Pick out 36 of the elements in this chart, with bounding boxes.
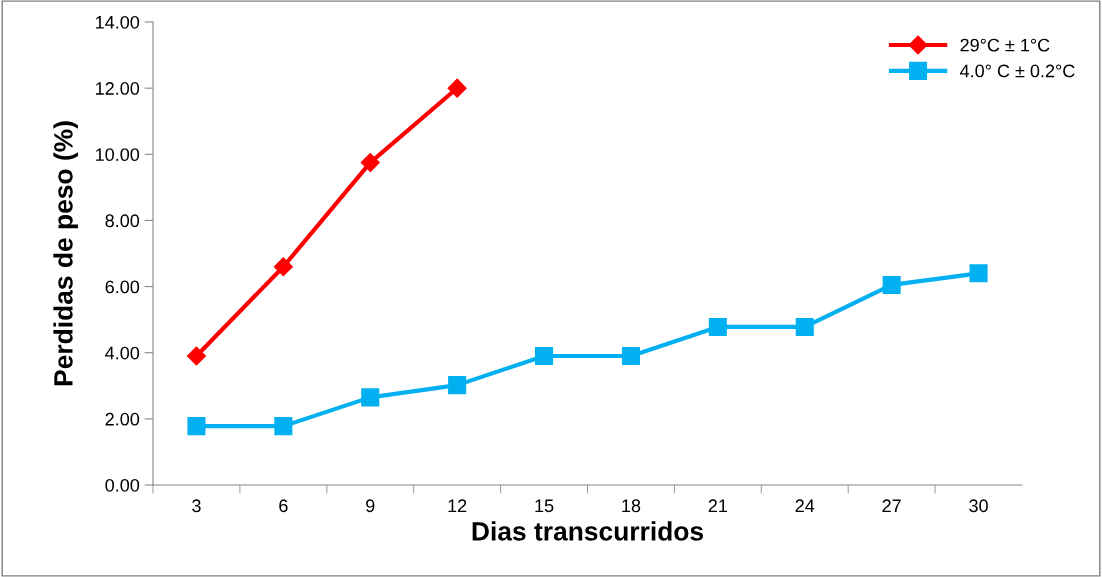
y-tick-label: 12.00 bbox=[96, 82, 140, 95]
y-tick-label: 4.00 bbox=[105, 346, 140, 360]
point bbox=[447, 78, 467, 98]
x-axis-title: Dias transcurridos bbox=[472, 521, 704, 541]
y-tick-label: 8.00 bbox=[105, 214, 140, 228]
y-tick-label: 6.00 bbox=[105, 280, 140, 294]
x-tick-label: 3 bbox=[192, 499, 201, 513]
point bbox=[535, 346, 554, 366]
point bbox=[186, 346, 206, 366]
point bbox=[187, 417, 206, 436]
y-tick-label: 14.00 bbox=[96, 15, 140, 29]
point bbox=[361, 388, 380, 407]
x-tick-label: 24 bbox=[795, 499, 815, 512]
x-tick-label: 15 bbox=[535, 499, 554, 513]
x-tick-label: 6 bbox=[279, 499, 288, 513]
point bbox=[360, 153, 380, 173]
point bbox=[274, 417, 293, 436]
y-tick-label: 0.00 bbox=[105, 478, 140, 492]
legend-label: 4.0° C ± 0.2°C bbox=[960, 64, 1075, 78]
y-tick-label: 10.00 bbox=[96, 148, 140, 162]
y-axis-title: Perdidas de peso (%) bbox=[53, 121, 78, 386]
point bbox=[273, 257, 293, 277]
x-tick-label: 27 bbox=[882, 499, 901, 512]
point bbox=[795, 317, 814, 336]
x-tick-label: 21 bbox=[708, 499, 728, 512]
y-tick-label: 2.00 bbox=[105, 412, 140, 426]
point bbox=[621, 346, 640, 366]
point bbox=[882, 275, 901, 294]
point bbox=[969, 264, 988, 283]
x-tick-label: 18 bbox=[622, 499, 641, 513]
point bbox=[448, 376, 467, 395]
x-tick-label: 12 bbox=[448, 499, 467, 512]
x-tick-label: 30 bbox=[969, 499, 988, 513]
legend-label: 29°C ± 1°C bbox=[960, 38, 1050, 52]
point bbox=[708, 317, 727, 336]
x-tick-label: 9 bbox=[366, 499, 375, 513]
